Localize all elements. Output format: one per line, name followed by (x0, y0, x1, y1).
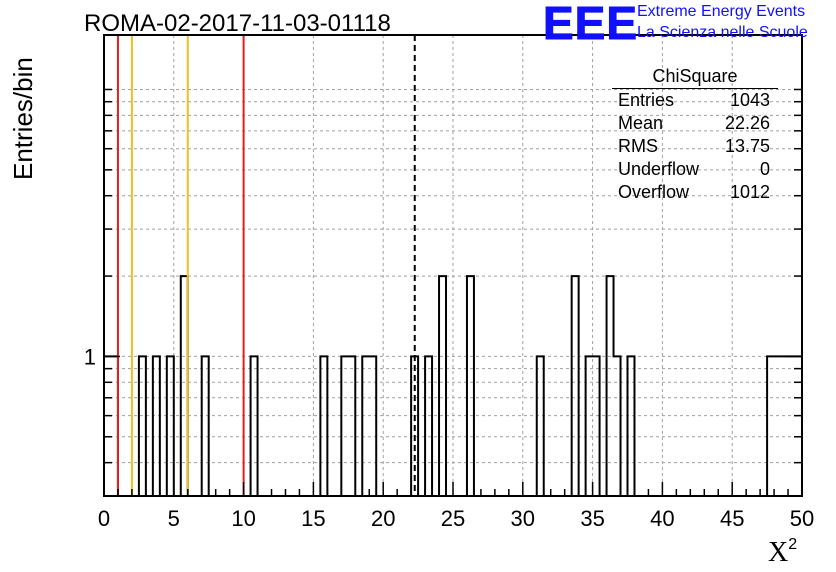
histogram-bin (795, 356, 802, 496)
y-tick-label: 1 (84, 344, 96, 369)
histogram-bin (788, 356, 795, 496)
x-tick-label: 20 (371, 506, 395, 531)
histogram-bin (104, 356, 111, 496)
x-tick-label: 50 (790, 506, 814, 531)
stats-row-overflow: Overflow 1012 (612, 181, 778, 204)
histogram-bin (614, 356, 621, 496)
stats-box: ChiSquare Entries 1043 Mean 22.26 RMS 13.75… (612, 64, 778, 204)
x-tick-label: 5 (168, 506, 180, 531)
histogram-bin (767, 356, 774, 496)
histogram-bin (348, 356, 355, 496)
x-tick-label: 40 (650, 506, 674, 531)
histogram-bin (251, 356, 258, 496)
x-tick-labels: 0 5 10 15 20 25 30 35 40 45 50 (98, 506, 814, 531)
grid (104, 35, 802, 496)
x-tick-label: 10 (231, 506, 255, 531)
histogram-bin (167, 356, 174, 496)
marker-lines (116, 35, 416, 496)
axes (103, 34, 803, 497)
x-tick-label: 35 (580, 506, 604, 531)
stats-value: 13.75 (724, 136, 770, 156)
histogram-bin (111, 356, 118, 496)
stats-label: Mean (618, 113, 664, 133)
stats-value: 0 (759, 159, 770, 179)
histogram-bin (369, 356, 376, 496)
logo-line-1: Extreme Energy Events (637, 3, 806, 20)
stats-label: Overflow (618, 182, 690, 202)
stats-value: 1043 (729, 90, 770, 110)
y-tick-labels: 1 (84, 344, 96, 369)
stats-label: Entries (618, 90, 675, 110)
logo-line-2: La Scienza nelle Scuole (637, 24, 808, 41)
histogram-bin (537, 356, 544, 496)
histogram-bin (341, 356, 348, 496)
chart-title: ROMA-02-2017-11-03-01118 (84, 10, 391, 37)
x-tick-label: 45 (720, 506, 744, 531)
histogram-bin (586, 356, 593, 496)
stats-value: 1012 (729, 182, 770, 202)
stats-row-rms: RMS 13.75 (612, 135, 778, 158)
stats-label: RMS (618, 136, 658, 156)
histogram-bin (774, 356, 781, 496)
histogram-bin (781, 356, 788, 496)
stats-row-entries: Entries 1043 (612, 89, 778, 112)
stats-title: ChiSquare (612, 64, 778, 89)
y-axis-label: Entries/bin (8, 57, 38, 180)
eee-logo: EEE (542, 0, 639, 49)
x-axis-label-sup: 2 (788, 536, 798, 553)
histogram-bin (139, 356, 146, 496)
histogram-bin (593, 356, 600, 496)
x-tick-label: 15 (301, 506, 325, 531)
histogram-bin (425, 356, 432, 496)
histogram-bin (153, 356, 160, 496)
x-axis-label: X2 (768, 536, 797, 569)
x-tick-label: 25 (441, 506, 465, 531)
histogram-bin (362, 356, 369, 496)
histogram-bin (202, 356, 209, 496)
stats-row-mean: Mean 22.26 (612, 112, 778, 135)
histogram-bin (628, 356, 635, 496)
stats-value: 22.26 (724, 113, 770, 133)
stats-row-underflow: Underflow 0 (612, 158, 778, 181)
x-tick-label: 0 (98, 506, 110, 531)
x-tick-label: 30 (511, 506, 535, 531)
histogram-bin (320, 356, 327, 496)
stats-label: Underflow (618, 159, 700, 179)
x-axis-label-base: X (768, 537, 789, 568)
